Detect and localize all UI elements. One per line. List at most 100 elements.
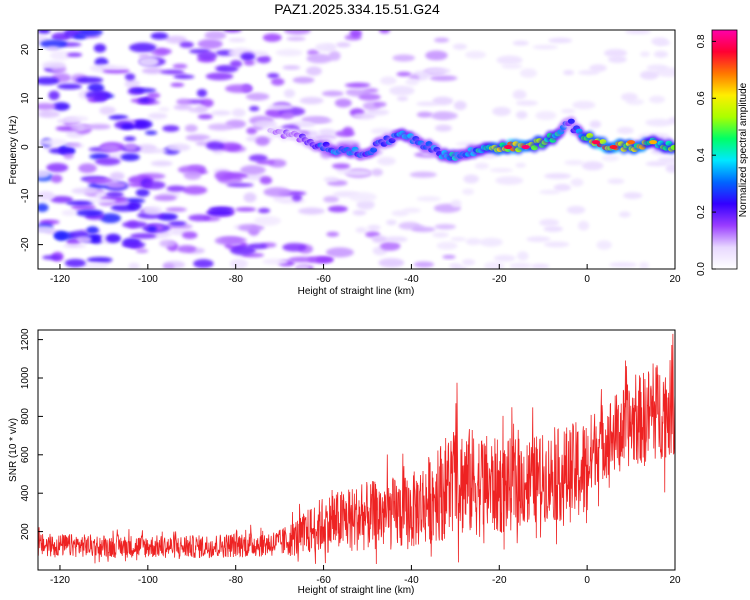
snr-y-tick-label: 1200 <box>20 328 31 351</box>
heatmap-cell <box>288 256 316 263</box>
heatmap-cell <box>135 248 149 254</box>
heatmap-cell <box>286 36 306 41</box>
heatmap-cell <box>267 73 280 79</box>
colorbar-tick-label: 0.2 <box>696 205 707 219</box>
heatmap-cell <box>89 198 117 204</box>
heatmap-cell <box>434 223 456 230</box>
heatmap-cell <box>434 37 450 43</box>
heatmap-cell <box>246 127 258 135</box>
heatmap-cell <box>389 85 415 96</box>
heatmap-cell <box>474 162 490 170</box>
heatmap-cell <box>553 183 572 192</box>
heatmap-cell <box>188 214 211 222</box>
heatmap-cell <box>158 107 170 112</box>
heatmap-cell <box>39 110 60 118</box>
heatmap-cell <box>543 241 570 248</box>
heatmap-cell <box>159 239 176 248</box>
heatmap-cell <box>623 192 643 200</box>
heatmap-cell <box>57 83 82 90</box>
snr-x-tick-label: -60 <box>316 575 331 586</box>
heatmap-cell <box>450 237 467 242</box>
heatmap-cell <box>489 168 513 173</box>
heatmap-cell <box>197 51 218 61</box>
ridge-peak <box>627 140 636 145</box>
figure-title: PAZ1.2025.334.15.51.G24 <box>274 1 440 17</box>
heatmap-cell <box>379 30 391 34</box>
snr-y-ticks: 200 400 600 800 1000 1200 <box>20 328 43 540</box>
heatmap-cell <box>203 138 228 144</box>
heatmap-cell <box>169 229 187 236</box>
heatmap-cell <box>570 178 584 187</box>
heatmap-cell <box>138 56 159 67</box>
heatmap-cell <box>589 120 602 129</box>
heatmap-cell <box>281 111 294 120</box>
heatmap-y-axis-label: Frequency (Hz) <box>8 116 19 185</box>
heatmap-cell <box>492 106 511 116</box>
heatmap-cell <box>150 32 169 40</box>
heatmap-cell <box>267 103 294 111</box>
heatmap-cell <box>370 127 394 135</box>
heatmap-cell <box>243 59 255 66</box>
heatmap-cell <box>646 64 668 72</box>
heatmap-cell <box>255 136 270 146</box>
heatmap-cell <box>515 100 538 106</box>
heatmap-cell <box>167 143 191 152</box>
heatmap-cell <box>257 207 271 214</box>
heatmap-cell <box>38 170 51 179</box>
heatmap-cell <box>442 254 456 259</box>
heatmap-x-tick-label: 20 <box>669 274 681 285</box>
heatmap-cell <box>75 209 104 217</box>
heatmap-cell <box>282 242 307 252</box>
heatmap-cell <box>349 192 377 202</box>
heatmap-cell <box>110 203 138 212</box>
heatmap-cell <box>402 207 421 214</box>
heatmap-cell <box>150 160 173 167</box>
heatmap-cell <box>77 236 92 243</box>
heatmap-cell <box>120 153 140 161</box>
heatmap-cell <box>425 67 451 75</box>
heatmap-cell <box>405 78 419 86</box>
heatmap-cell <box>245 92 270 101</box>
snr-y-tick-label: 1000 <box>20 366 31 389</box>
heatmap-cell <box>392 54 415 62</box>
heatmap-cell <box>608 55 627 64</box>
heatmap-cell <box>109 171 125 181</box>
snr-frame <box>37 329 676 571</box>
heatmap-cell <box>99 144 119 153</box>
snr-series-line <box>38 333 675 565</box>
heatmap-cell <box>413 261 435 268</box>
heatmap-cell <box>653 50 669 58</box>
ridge-point <box>530 145 538 151</box>
heatmap-cell <box>548 37 573 44</box>
heatmap-cell <box>328 50 341 61</box>
heatmap-cell <box>197 114 213 120</box>
heatmap-cell <box>40 138 68 147</box>
heatmap-cell <box>596 240 612 250</box>
heatmap-cell <box>63 152 74 160</box>
heatmap-cell <box>655 40 671 46</box>
heatmap-cell <box>532 44 559 50</box>
heatmap-cell <box>219 142 242 152</box>
snr-y-tick-label: 600 <box>20 446 31 463</box>
heatmap-cell <box>229 59 243 68</box>
heatmap-x-tick-label: -60 <box>316 274 331 285</box>
heatmap-cell <box>162 263 175 269</box>
heatmap-cell <box>183 170 202 180</box>
heatmap-cell <box>601 154 620 162</box>
heatmap-cell <box>78 163 97 173</box>
heatmap-cell <box>645 118 674 127</box>
heatmap-cell <box>344 83 370 88</box>
heatmap-cell <box>373 101 387 108</box>
heatmap-cell <box>607 178 625 185</box>
heatmap-cell <box>501 63 523 69</box>
heatmap-cell <box>242 174 266 181</box>
heatmap-y-ticks: -20 -10 0 10 20 <box>20 44 43 252</box>
heatmap-cell <box>176 245 197 253</box>
heatmap-cell <box>214 170 233 181</box>
heatmap-cell <box>46 163 69 173</box>
heatmap-cell <box>61 209 77 216</box>
snr-y-axis-label: SNR (10 * v/v) <box>8 418 19 482</box>
heatmap-cell <box>509 262 532 269</box>
heatmap-cell <box>349 30 362 38</box>
